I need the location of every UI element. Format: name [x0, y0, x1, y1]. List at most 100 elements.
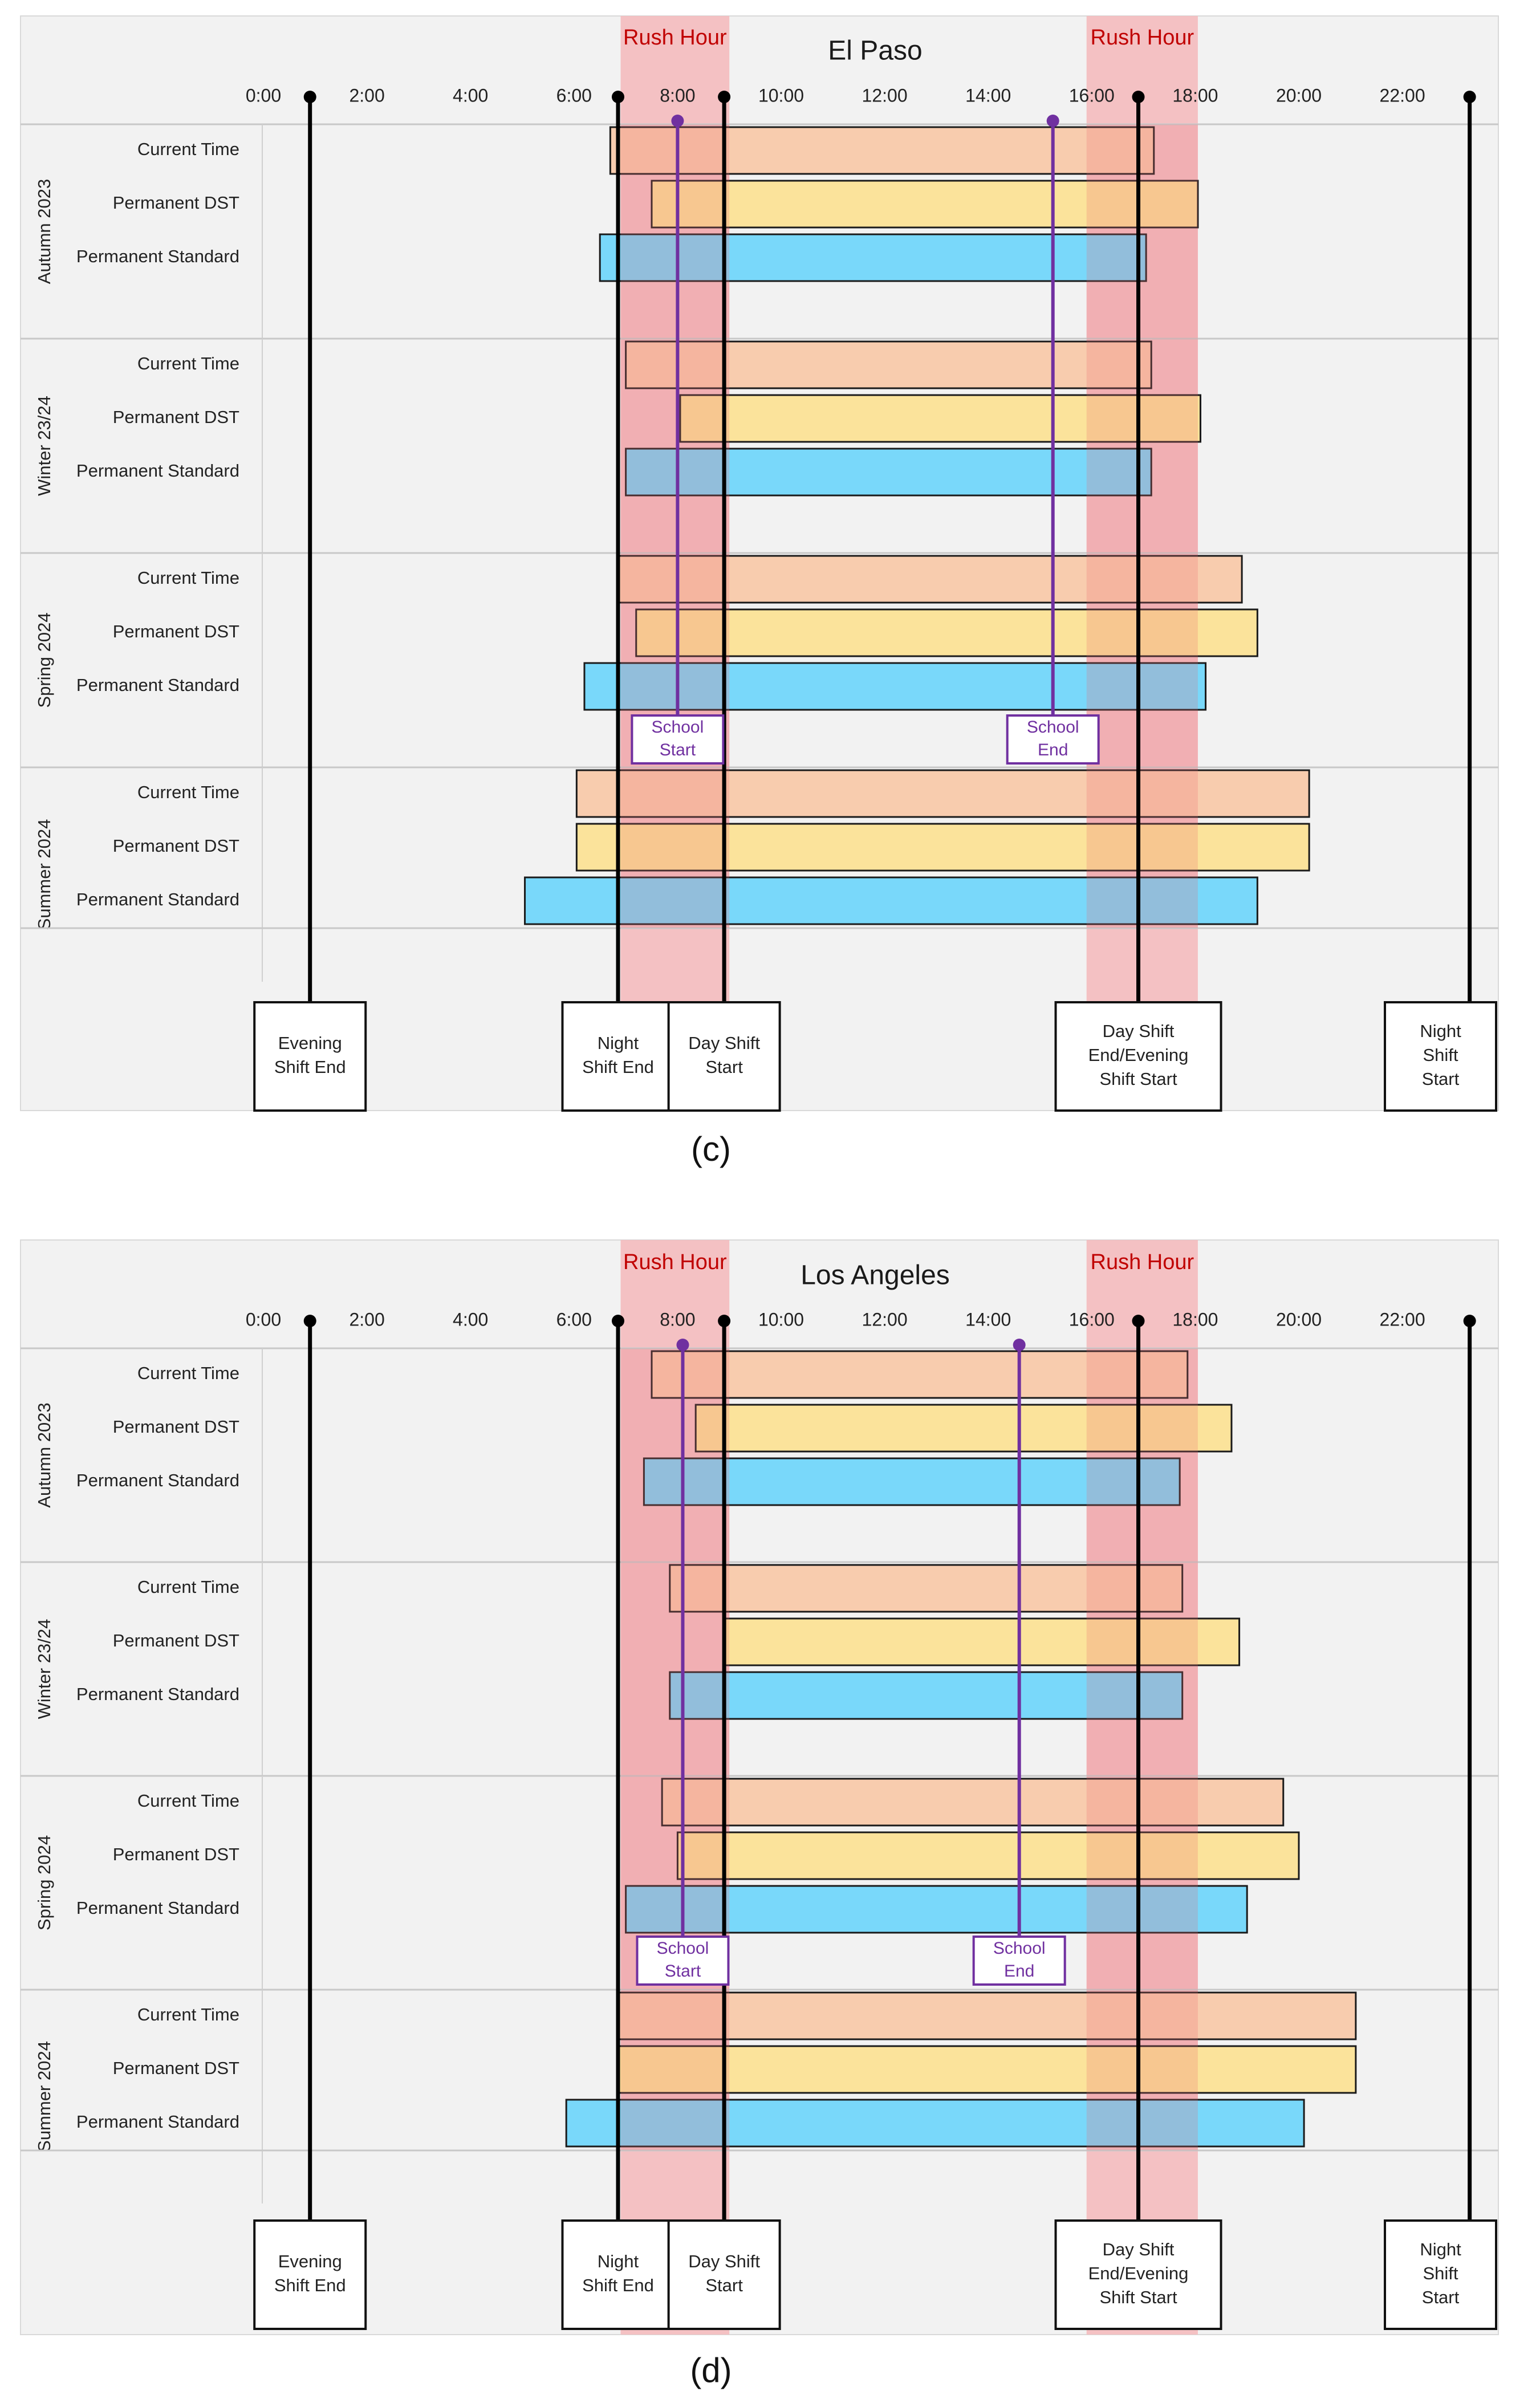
- time-bar: [625, 1885, 1248, 1934]
- shift-label-line: Night: [598, 2251, 639, 2271]
- shift-label-line: Night: [1420, 2239, 1461, 2259]
- shift-label-line: Shift Start: [1099, 1069, 1177, 1089]
- school-label-line: Start: [660, 741, 696, 759]
- panel-caption: (c): [691, 1130, 731, 1168]
- time-bar: [575, 823, 1310, 872]
- school-label-line: End: [1038, 741, 1068, 759]
- time-bar: [694, 1404, 1233, 1453]
- row-label: Permanent Standard: [76, 675, 239, 695]
- time-bar: [661, 1778, 1285, 1827]
- school-line-marker: [1013, 1339, 1026, 1351]
- shift-line-marker: [718, 91, 731, 103]
- time-bar: [625, 340, 1152, 389]
- shift-line-marker: [611, 91, 624, 103]
- panel-caption: (d): [690, 2351, 732, 2389]
- season-label: Summer 2024: [34, 2041, 54, 2152]
- shift-label-line: Evening: [278, 2251, 342, 2271]
- shift-label-line: Night: [598, 1033, 639, 1053]
- shift-label-line: End/Evening: [1088, 1045, 1189, 1065]
- time-bar: [723, 1617, 1241, 1666]
- x-tick-label: 10:00: [758, 85, 804, 105]
- shift-label-line: Start: [705, 1057, 743, 1077]
- shift-label-box: [667, 1001, 781, 1112]
- shift-label-box: [561, 2219, 675, 2330]
- shift-label-line: Start: [1422, 2287, 1460, 2307]
- row-label: Permanent DST: [113, 1844, 239, 1864]
- shift-label-line: Shift End: [274, 1057, 346, 1077]
- rush-hour-label: Rush Hour: [1091, 1250, 1194, 1274]
- row-label: Permanent Standard: [76, 889, 239, 909]
- time-bar: [617, 2045, 1357, 2094]
- season-label: Winter 23/24: [34, 1619, 54, 1719]
- time-bar: [676, 1831, 1300, 1880]
- x-tick-label: 6:00: [556, 1309, 592, 1329]
- row-label: Permanent DST: [113, 621, 239, 641]
- shift-label-line: Day Shift: [1103, 2239, 1175, 2259]
- shift-label-line: Start: [1422, 1069, 1460, 1089]
- time-bar: [651, 180, 1199, 229]
- chart-panel-1: Rush Hour Rush Hour Los Angeles 0:00 2:00 4:0…: [20, 1239, 1499, 2335]
- school-label-line: School: [1027, 718, 1079, 737]
- shift-line-marker: [1132, 1315, 1145, 1327]
- shift-label-box: [253, 1001, 367, 1112]
- school-label-line: End: [1004, 1962, 1034, 1981]
- x-tick-label: 4:00: [453, 85, 488, 105]
- row-label: Current Time: [137, 782, 239, 802]
- time-bar: [635, 608, 1258, 657]
- shift-label-line: Shift End: [582, 2275, 654, 2295]
- school-label-box: [636, 1936, 730, 1986]
- shift-label-line: Shift End: [274, 2275, 346, 2295]
- time-bar: [583, 662, 1207, 711]
- time-bar: [643, 1457, 1181, 1506]
- x-tick-label: 20:00: [1276, 85, 1322, 105]
- shift-line-marker: [718, 1315, 731, 1327]
- rush-hour-label: Rush Hour: [623, 26, 727, 50]
- rush-hour-overlay: [1086, 1348, 1198, 2150]
- shift-label-box: [1384, 2219, 1497, 2330]
- x-tick-label: 8:00: [660, 1309, 695, 1329]
- season-label: Spring 2024: [34, 612, 54, 708]
- shift-line-marker: [1463, 91, 1476, 103]
- school-line-marker: [671, 115, 684, 127]
- chart-title: Los Angeles: [801, 1261, 950, 1291]
- time-bar: [609, 126, 1155, 175]
- school-label-line: School: [993, 1939, 1046, 1958]
- x-tick-label: 2:00: [349, 1309, 384, 1329]
- x-tick-label: 20:00: [1276, 1309, 1322, 1329]
- shift-label-box: [561, 1001, 675, 1112]
- time-bar: [617, 1991, 1357, 2040]
- x-tick-label: 0:00: [246, 85, 281, 105]
- x-tick-label: 14:00: [965, 1309, 1011, 1329]
- shift-label-box: [667, 2219, 781, 2330]
- school-label-line: Start: [665, 1962, 701, 1981]
- school-line-marker: [1046, 115, 1059, 127]
- row-label: Current Time: [137, 1363, 239, 1383]
- row-label: Permanent DST: [113, 1631, 239, 1650]
- shift-label-box: [1384, 1001, 1497, 1112]
- row-label: Permanent Standard: [76, 2112, 239, 2132]
- season-label: Summer 2024: [34, 819, 54, 930]
- shift-line-marker: [303, 91, 316, 103]
- row-label: Permanent DST: [113, 836, 239, 856]
- x-tick-label: 22:00: [1380, 1309, 1425, 1329]
- x-tick-label: 22:00: [1380, 85, 1425, 105]
- x-tick-label: 0:00: [246, 1309, 281, 1329]
- time-bar: [679, 394, 1201, 443]
- x-tick-label: 8:00: [660, 85, 695, 105]
- row-label: Permanent Standard: [76, 1898, 239, 1918]
- season-label: Spring 2024: [34, 1835, 54, 1930]
- shift-label-line: Shift Start: [1099, 2287, 1177, 2307]
- x-tick-label: 10:00: [758, 1309, 804, 1329]
- shift-label-line: Day Shift: [688, 2251, 760, 2271]
- row-label: Permanent DST: [113, 1417, 239, 1437]
- shift-label-line: Day Shift: [688, 1033, 760, 1053]
- rush-hour-overlay: [620, 124, 730, 928]
- shift-line-marker: [303, 1315, 316, 1327]
- time-bar: [669, 1564, 1184, 1613]
- school-label-line: School: [652, 718, 704, 737]
- row-label: Current Time: [137, 353, 239, 373]
- shift-label-line: Start: [705, 2275, 743, 2295]
- shift-label-line: Day Shift: [1103, 1021, 1175, 1041]
- row-label: Permanent Standard: [76, 1470, 239, 1490]
